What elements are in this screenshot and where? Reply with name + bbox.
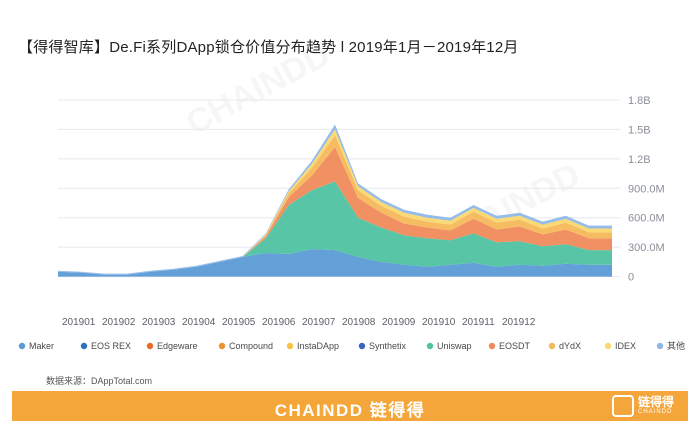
legend-label: Edgeware xyxy=(157,341,198,351)
legend-label: EOSDT xyxy=(499,341,531,351)
legend-marker xyxy=(18,342,26,350)
x-tick-label: 201910 xyxy=(422,317,456,328)
logo-sub-text: CHAINDD xyxy=(638,409,673,415)
legend-label: dYdX xyxy=(559,341,581,351)
legend-marker xyxy=(488,342,496,350)
y-tick-label: 1.5B xyxy=(628,124,651,136)
legend-label: Uniswap xyxy=(437,341,472,351)
legend: Maker EOS REX Edgeware Compound InstaDApp Syn… xyxy=(18,340,685,351)
x-tick-label: 201909 xyxy=(382,317,416,328)
x-tick-label: 201902 xyxy=(102,317,136,328)
legend-label: Compound xyxy=(229,341,273,351)
legend-label: IDEX xyxy=(615,341,636,351)
area-series xyxy=(58,181,612,275)
y-tick-label: 600.0M xyxy=(628,213,665,225)
y-tick-label: 1.2B xyxy=(628,154,651,166)
x-tick-label: 201908 xyxy=(342,317,376,328)
legend-marker xyxy=(218,342,226,350)
legend-label: Synthetix xyxy=(369,341,407,351)
legend-marker xyxy=(358,342,366,350)
legend-marker xyxy=(548,342,556,350)
y-axis-ticks: 0 300.0M 600.0M 900.0M 1.2B 1.5B 1.8B xyxy=(628,95,665,284)
x-tick-label: 201907 xyxy=(302,317,336,328)
chart-title: 【得得智库】De.Fi系列DApp锁仓价值分布趋势 l 2019年1月－2019… xyxy=(18,39,519,56)
footer-banner: CHAINDD 链得得 链得得 CHAINDD xyxy=(12,391,688,421)
area-series xyxy=(58,147,612,275)
source-note: 数据来源：DAppTotal.com xyxy=(46,376,153,386)
legend-marker xyxy=(146,342,154,350)
footer-brand-text: CHAINDD 链得得 xyxy=(274,401,426,420)
x-tick-label: 201903 xyxy=(142,317,176,328)
brand-logo: 链得得 CHAINDD xyxy=(612,393,676,419)
legend-label: EOS REX xyxy=(91,341,131,351)
legend-marker xyxy=(80,342,88,350)
area-series xyxy=(58,249,612,277)
y-tick-label: 1.8B xyxy=(628,95,651,107)
logo-main-text: 链得得 xyxy=(638,395,675,409)
legend-marker xyxy=(656,342,664,350)
y-tick-label: 300.0M xyxy=(628,242,665,254)
x-tick-label: 201911 xyxy=(462,317,495,328)
x-axis-ticks: 201901 201902 201903 201904 201905 201906 2019… xyxy=(62,317,536,328)
y-tick-label: 0 xyxy=(628,272,634,284)
y-tick-label: 900.0M xyxy=(628,183,665,195)
stacked-areas xyxy=(58,124,612,277)
x-tick-label: 201905 xyxy=(222,317,256,328)
legend-label: InstaDApp xyxy=(297,341,339,351)
x-tick-label: 201901 xyxy=(62,317,96,328)
x-tick-label: 201906 xyxy=(262,317,296,328)
legend-label: 其他 xyxy=(667,340,685,351)
legend-marker xyxy=(286,342,294,350)
legend-marker xyxy=(426,342,434,350)
x-tick-label: 201912 xyxy=(502,317,536,328)
legend-marker xyxy=(604,342,612,350)
legend-label: Maker xyxy=(29,341,54,351)
x-tick-label: 201904 xyxy=(182,317,216,328)
logo-icon xyxy=(612,395,634,417)
